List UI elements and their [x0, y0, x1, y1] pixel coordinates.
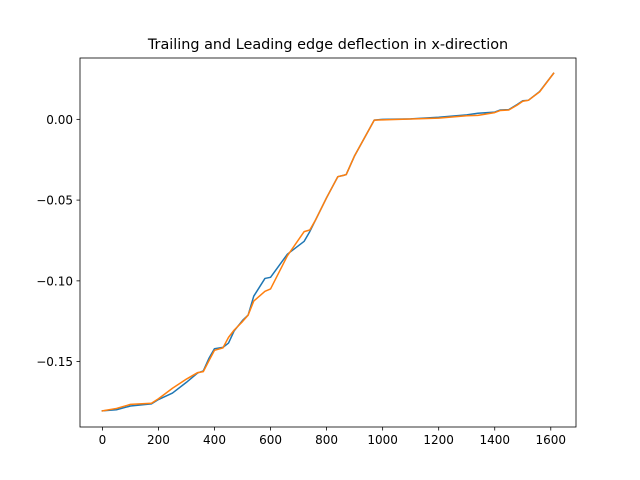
y-tick-label: 0.00: [46, 113, 73, 127]
chart-title: Trailing and Leading edge deflection in …: [147, 37, 508, 53]
plot-area: [80, 58, 576, 427]
x-tick-label: 400: [203, 433, 226, 447]
plot-frame: [79, 57, 577, 428]
series-line-2: [101, 72, 555, 412]
x-tick-label: 1600: [536, 433, 567, 447]
y-tick-label: −0.15: [36, 355, 73, 369]
x-tick-label: 0: [99, 433, 107, 447]
x-tick-label: 200: [147, 433, 170, 447]
x-axis: 0 200 400 600 800 1000 1200 1400 1600: [99, 427, 566, 447]
x-tick-label: 1200: [423, 433, 454, 447]
y-tick-label: −0.05: [36, 194, 73, 208]
x-tick-label: 1400: [479, 433, 510, 447]
x-tick-label: 600: [259, 433, 282, 447]
x-tick-label: 1000: [367, 433, 398, 447]
x-tick-label: 800: [315, 433, 338, 447]
y-tick-label: −0.10: [36, 274, 73, 288]
series-layer: [101, 72, 555, 412]
y-axis: −0.15 −0.10 −0.05 0.00: [36, 113, 80, 369]
